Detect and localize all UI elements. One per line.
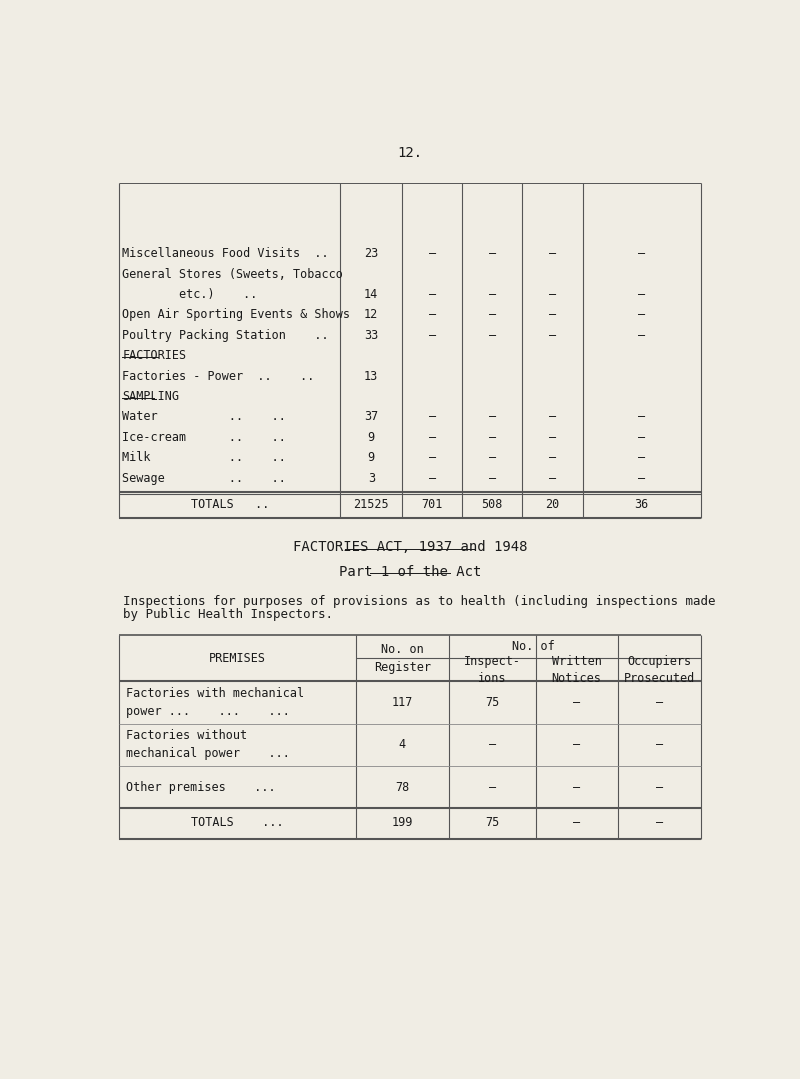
- Text: Factories without
mechanical power    ...: Factories without mechanical power ...: [126, 729, 290, 761]
- Text: —: —: [549, 247, 556, 260]
- Text: Miscellaneous Food Visits  ..: Miscellaneous Food Visits ..: [122, 247, 329, 260]
- Text: —: —: [656, 816, 662, 829]
- Text: —: —: [489, 431, 496, 443]
- Text: —: —: [573, 780, 580, 793]
- Text: —: —: [573, 696, 580, 709]
- Text: —: —: [573, 738, 580, 751]
- Text: Inspect-
ions: Inspect- ions: [464, 655, 521, 685]
- Text: Written
Notices: Written Notices: [552, 655, 602, 685]
- Text: 3: 3: [368, 472, 375, 484]
- Text: 20: 20: [546, 498, 560, 511]
- Text: Factories - Power  ..    ..: Factories - Power .. ..: [122, 370, 315, 383]
- Text: —: —: [429, 247, 436, 260]
- Text: Sewage         ..    ..: Sewage .. ..: [122, 472, 286, 484]
- Text: 117: 117: [391, 696, 413, 709]
- Text: 12.: 12.: [398, 147, 422, 161]
- Text: —: —: [489, 410, 496, 423]
- Text: —: —: [549, 451, 556, 464]
- Text: 14: 14: [364, 288, 378, 301]
- Text: 21525: 21525: [354, 498, 389, 511]
- Text: 23: 23: [364, 247, 378, 260]
- Text: —: —: [638, 329, 646, 342]
- Text: —: —: [489, 472, 496, 484]
- Text: —: —: [549, 309, 556, 322]
- Text: —: —: [429, 451, 436, 464]
- Text: —: —: [429, 288, 436, 301]
- Text: —: —: [638, 410, 646, 423]
- Text: 701: 701: [422, 498, 442, 511]
- Text: —: —: [638, 472, 646, 484]
- Text: Water          ..    ..: Water .. ..: [122, 410, 286, 423]
- Text: TOTALS   ..: TOTALS ..: [190, 498, 269, 511]
- Text: by Public Health Inspectors.: by Public Health Inspectors.: [123, 609, 334, 622]
- Text: —: —: [573, 816, 580, 829]
- Text: 9: 9: [368, 451, 375, 464]
- Text: —: —: [549, 410, 556, 423]
- Text: —: —: [638, 288, 646, 301]
- Text: No. on
Register: No. on Register: [374, 643, 430, 673]
- Text: —: —: [489, 247, 496, 260]
- Text: 199: 199: [391, 816, 413, 829]
- Text: —: —: [489, 738, 496, 751]
- Text: —: —: [429, 410, 436, 423]
- Text: Occupiers
Prosecuted: Occupiers Prosecuted: [623, 655, 694, 685]
- Text: —: —: [638, 309, 646, 322]
- Text: No. of: No. of: [512, 640, 554, 653]
- Text: Poultry Packing Station    ..: Poultry Packing Station ..: [122, 329, 329, 342]
- Text: —: —: [656, 780, 662, 793]
- Text: Inspections for purposes of provisions as to health (including inspections made: Inspections for purposes of provisions a…: [123, 595, 716, 607]
- Text: —: —: [429, 431, 436, 443]
- Text: General Stores (Sweets, Tobacco: General Stores (Sweets, Tobacco: [122, 268, 343, 281]
- Text: —: —: [489, 451, 496, 464]
- Text: Factories with mechanical
power ...    ...    ...: Factories with mechanical power ... ... …: [126, 687, 304, 718]
- Text: 9: 9: [368, 431, 375, 443]
- Text: 75: 75: [485, 696, 499, 709]
- Text: Milk           ..    ..: Milk .. ..: [122, 451, 286, 464]
- Text: Open Air Sporting Events & Shows: Open Air Sporting Events & Shows: [122, 309, 350, 322]
- Text: —: —: [489, 780, 496, 793]
- Text: —: —: [429, 309, 436, 322]
- Text: TOTALS    ...: TOTALS ...: [191, 816, 284, 829]
- Text: 12: 12: [364, 309, 378, 322]
- Text: FACTORIES ACT, 1937 and 1948: FACTORIES ACT, 1937 and 1948: [293, 541, 527, 555]
- Text: —: —: [638, 247, 646, 260]
- Text: —: —: [429, 329, 436, 342]
- Text: —: —: [656, 696, 662, 709]
- Text: PREMISES: PREMISES: [209, 652, 266, 665]
- Text: Other premises    ...: Other premises ...: [126, 780, 275, 793]
- Text: FACTORIES: FACTORIES: [122, 350, 186, 363]
- Text: SAMPLING: SAMPLING: [122, 390, 179, 402]
- Text: —: —: [638, 451, 646, 464]
- Text: Part 1 of the Act: Part 1 of the Act: [339, 564, 481, 578]
- Text: —: —: [549, 431, 556, 443]
- Text: 78: 78: [395, 780, 410, 793]
- Text: —: —: [549, 329, 556, 342]
- Text: 75: 75: [485, 816, 499, 829]
- Text: —: —: [429, 472, 436, 484]
- Text: —: —: [549, 472, 556, 484]
- Text: 33: 33: [364, 329, 378, 342]
- Text: 13: 13: [364, 370, 378, 383]
- Text: 4: 4: [398, 738, 406, 751]
- Text: 37: 37: [364, 410, 378, 423]
- Text: etc.)    ..: etc.) ..: [122, 288, 258, 301]
- Text: —: —: [489, 288, 496, 301]
- Text: —: —: [549, 288, 556, 301]
- Text: —: —: [656, 738, 662, 751]
- Text: 36: 36: [634, 498, 649, 511]
- Text: —: —: [638, 431, 646, 443]
- Text: —: —: [489, 329, 496, 342]
- Text: 508: 508: [482, 498, 503, 511]
- Text: Ice-cream      ..    ..: Ice-cream .. ..: [122, 431, 286, 443]
- Text: —: —: [489, 309, 496, 322]
